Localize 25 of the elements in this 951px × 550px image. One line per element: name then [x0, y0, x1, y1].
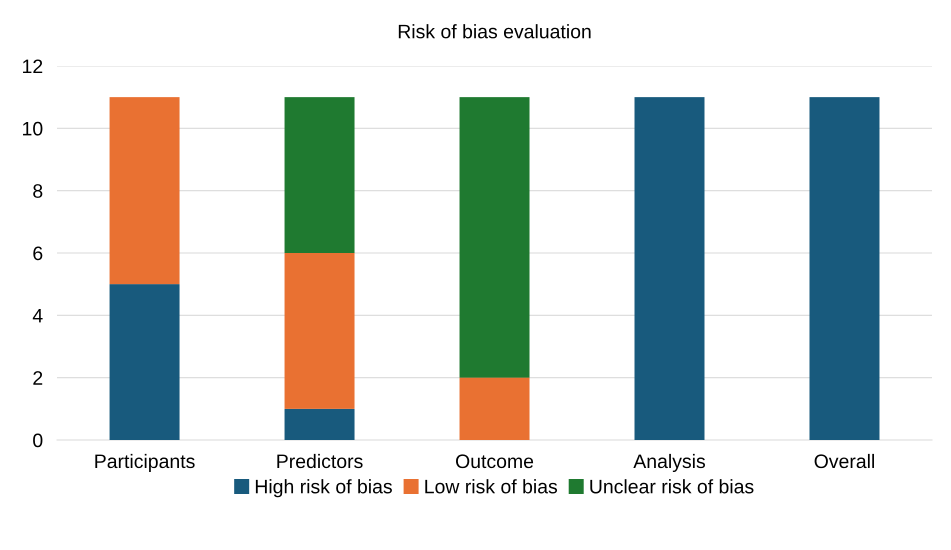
y-tick-label: 6 [33, 246, 42, 260]
legend-label: High risk of bias [256, 479, 392, 498]
bar [634, 97, 704, 440]
y-tick-label: 0 [33, 433, 42, 448]
chart-title: Risk of bias evaluation [398, 24, 591, 38]
bar [284, 408, 355, 440]
legend-label: Unclear risk of bias [590, 479, 754, 494]
y-tick-label: 10 [23, 122, 42, 136]
y-tick-label: 8 [33, 184, 42, 198]
bar [460, 378, 530, 440]
bar [809, 97, 880, 440]
x-tick-label: Predictors [277, 454, 363, 468]
x-tick-label: Analysis [633, 454, 706, 472]
bar [110, 284, 180, 440]
bar [284, 253, 355, 409]
bar [110, 97, 180, 284]
y-tick-label: 2 [33, 371, 42, 385]
x-tick-label: Participants [95, 454, 195, 472]
x-tick-label: Overall [814, 454, 874, 468]
y-tick-label: 12 [23, 59, 42, 74]
y-tick-label: 4 [32, 309, 43, 322]
bar [460, 97, 530, 378]
bar [284, 97, 355, 253]
legend-label: Low risk of bias [425, 479, 558, 494]
x-tick-label: Outcome [456, 454, 534, 468]
